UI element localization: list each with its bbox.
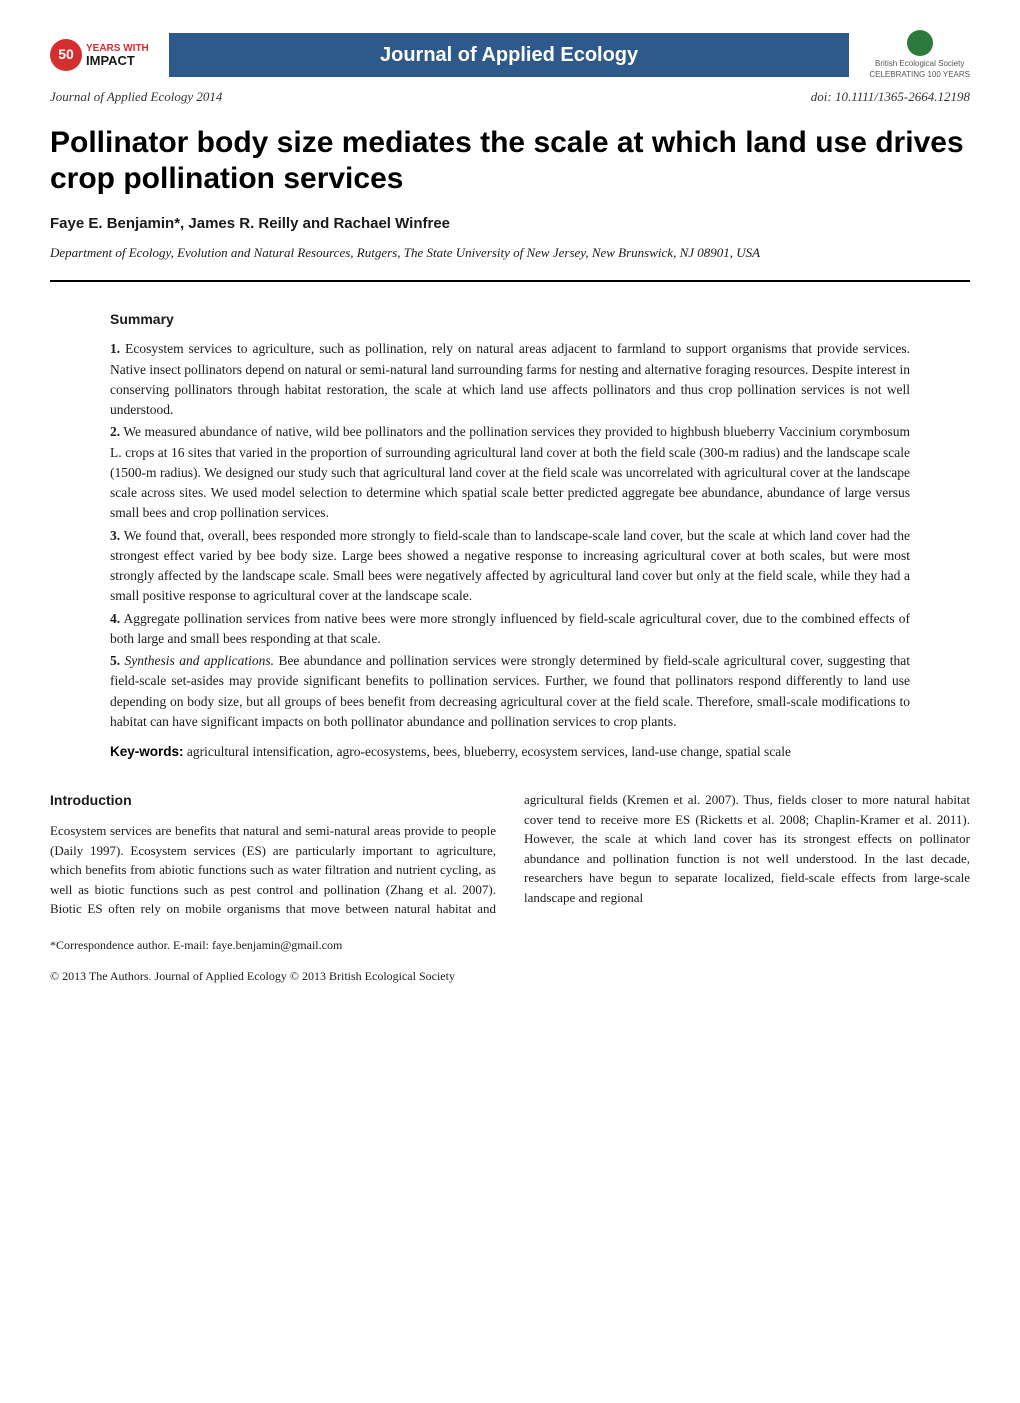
article-title: Pollinator body size mediates the scale … (50, 125, 970, 197)
authors: Faye E. Benjamin*, James R. Reilly and R… (50, 213, 970, 234)
meta-row: Journal of Applied Ecology 2014 doi: 10.… (50, 88, 970, 106)
impact-line2: IMPACT (86, 54, 149, 67)
introduction-heading: Introduction (50, 790, 496, 811)
introduction-columns: Introduction Ecosystem services are bene… (50, 790, 970, 919)
summary-item-1: 1. Ecosystem services to agriculture, su… (110, 339, 910, 420)
bes-label: British Ecological Society (875, 58, 964, 69)
summary-italic-lead-5: Synthesis and applications. (125, 653, 274, 668)
journal-year: Journal of Applied Ecology 2014 (50, 88, 222, 106)
journal-banner: Journal of Applied Ecology (169, 33, 850, 77)
bes-badge: British Ecological Society CELEBRATING 1… (869, 30, 970, 80)
bes-logo-icon (907, 30, 933, 56)
header-bar: 50 YEARS WITH IMPACT Journal of Applied … (50, 30, 970, 80)
summary-text-2: We measured abundance of native, wild be… (110, 424, 910, 520)
copyright: © 2013 The Authors. Journal of Applied E… (50, 968, 970, 985)
correspondence: *Correspondence author. E-mail: faye.ben… (50, 937, 970, 954)
summary-text-4: Aggregate pollination services from nati… (110, 611, 910, 646)
keywords-label: Key-words: (110, 744, 184, 759)
impact-badge: 50 YEARS WITH IMPACT (50, 39, 149, 71)
bes-tagline: CELEBRATING 100 YEARS (869, 69, 970, 80)
summary-num-2: 2. (110, 424, 120, 439)
doi: doi: 10.1111/1365-2664.12198 (811, 88, 970, 106)
summary-num-3: 3. (110, 528, 120, 543)
introduction-section: Introduction Ecosystem services are bene… (50, 790, 970, 919)
summary-num-4: 4. (110, 611, 120, 626)
summary-item-4: 4. Aggregate pollination services from n… (110, 609, 910, 650)
summary-num-5: 5. (110, 653, 120, 668)
impact-badge-text: YEARS WITH IMPACT (86, 44, 149, 67)
summary-item-2: 2. We measured abundance of native, wild… (110, 422, 910, 523)
keywords-text: agricultural intensification, agro-ecosy… (187, 744, 791, 759)
summary-item-5: 5. Synthesis and applications. Bee abund… (110, 651, 910, 732)
summary-item-3: 3. We found that, overall, bees responde… (110, 526, 910, 607)
summary-text-1: Ecosystem services to agriculture, such … (110, 341, 910, 417)
divider (50, 280, 970, 282)
impact-badge-number: 50 (50, 39, 82, 71)
summary-text-3: We found that, overall, bees responded m… (110, 528, 910, 604)
summary-block: Summary 1. Ecosystem services to agricul… (50, 310, 970, 763)
summary-num-1: 1. (110, 341, 120, 356)
affiliation: Department of Ecology, Evolution and Nat… (50, 244, 970, 262)
keywords-line: Key-words: agricultural intensification,… (110, 742, 910, 762)
summary-heading: Summary (110, 310, 910, 330)
